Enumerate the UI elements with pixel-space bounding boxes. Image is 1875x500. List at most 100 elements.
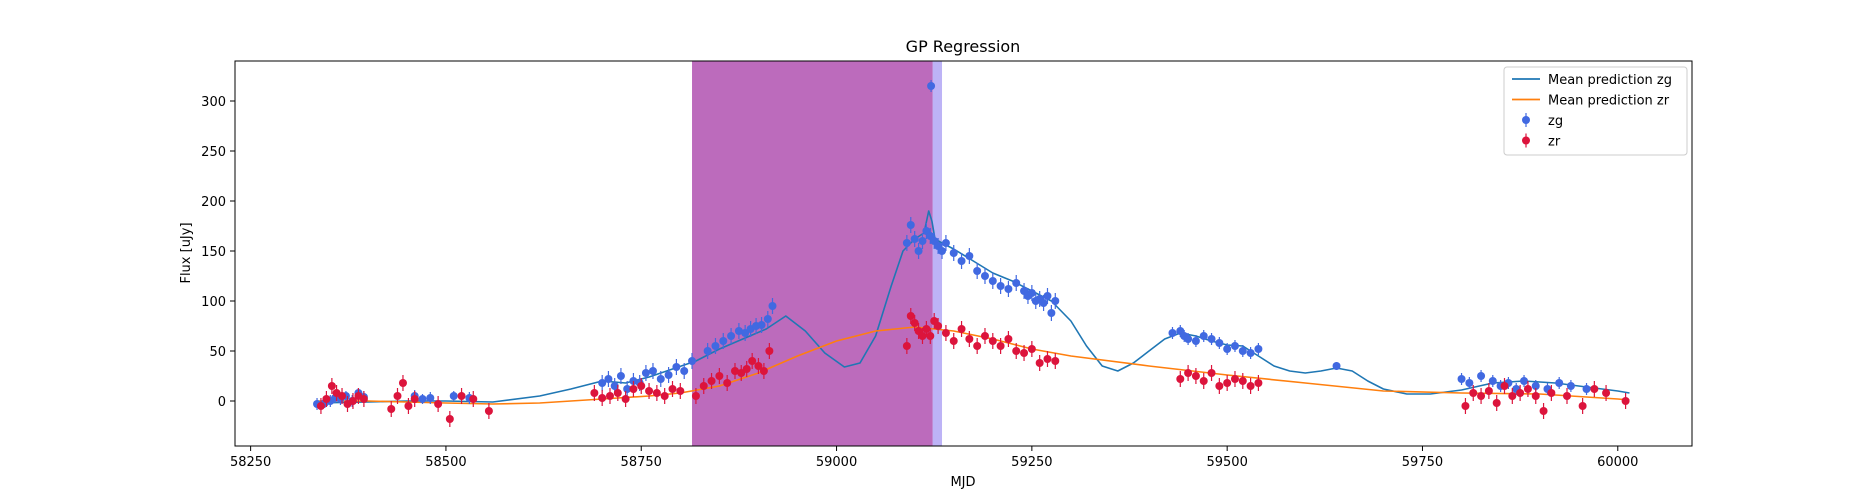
point-zr bbox=[1254, 375, 1263, 391]
marker-zg bbox=[768, 302, 777, 310]
marker-zg bbox=[1207, 335, 1216, 343]
marker-zg bbox=[902, 239, 911, 247]
point-zg bbox=[938, 243, 947, 259]
point-zr bbox=[941, 325, 950, 341]
point-zr bbox=[1602, 385, 1611, 401]
point-zr bbox=[691, 388, 700, 404]
marker-zg bbox=[1555, 379, 1564, 387]
point-zr bbox=[715, 368, 724, 384]
point-zg bbox=[648, 363, 657, 379]
point-zr bbox=[629, 381, 638, 397]
marker-zr bbox=[1051, 357, 1060, 365]
marker-zr bbox=[1191, 372, 1200, 380]
point-zg bbox=[906, 217, 915, 233]
marker-zg bbox=[741, 329, 750, 337]
point-zg bbox=[1051, 293, 1060, 309]
point-zg bbox=[980, 268, 989, 284]
marker-zr bbox=[434, 400, 443, 408]
point-zg bbox=[598, 375, 607, 391]
marker-zr bbox=[1238, 377, 1247, 385]
point-zr bbox=[1539, 403, 1548, 419]
marker-zr bbox=[348, 397, 357, 405]
point-zr bbox=[637, 378, 646, 394]
marker-zr bbox=[327, 382, 336, 390]
point-zr bbox=[434, 396, 443, 412]
point-zr bbox=[730, 363, 739, 379]
marker-zg bbox=[719, 337, 728, 345]
point-zr bbox=[484, 403, 493, 419]
point-zg bbox=[1199, 330, 1208, 342]
point-zg bbox=[1230, 340, 1239, 352]
marker-zr bbox=[660, 392, 669, 400]
point-zr bbox=[598, 390, 607, 406]
point-zg bbox=[988, 273, 997, 289]
marker-zg bbox=[906, 221, 915, 229]
marker-zg bbox=[664, 371, 673, 379]
point-zr bbox=[1051, 353, 1060, 369]
point-zr bbox=[723, 375, 732, 391]
marker-zr bbox=[973, 342, 982, 350]
point-zg bbox=[741, 325, 750, 341]
point-zg bbox=[996, 278, 1005, 294]
line-mean-prediction-zr bbox=[317, 326, 1630, 405]
marker-zr bbox=[765, 347, 774, 355]
point-zr bbox=[469, 391, 478, 407]
marker-zr bbox=[668, 385, 677, 393]
point-zr bbox=[996, 338, 1005, 354]
point-zg bbox=[941, 235, 950, 251]
marker-zr bbox=[1590, 385, 1599, 393]
point-zr bbox=[934, 318, 943, 334]
marker-zg bbox=[1246, 349, 1255, 357]
marker-zr bbox=[1469, 389, 1478, 397]
marker-zr bbox=[748, 357, 757, 365]
marker-zr bbox=[918, 332, 927, 340]
marker-zr bbox=[457, 392, 466, 400]
point-zr bbox=[1215, 378, 1224, 394]
point-zr bbox=[668, 381, 677, 397]
point-zg bbox=[1047, 305, 1056, 321]
point-zr bbox=[660, 388, 669, 404]
legend-label-mean-prediction-zg: Mean prediction zg bbox=[1548, 73, 1672, 88]
marker-zg bbox=[426, 394, 435, 402]
marker-zr bbox=[1012, 347, 1021, 355]
point-zr bbox=[973, 338, 982, 354]
marker-zg bbox=[1004, 285, 1013, 293]
legend-label-zg: zg bbox=[1548, 114, 1563, 129]
point-zg bbox=[727, 328, 736, 344]
marker-zr bbox=[1621, 397, 1630, 405]
marker-zr bbox=[1199, 377, 1208, 385]
point-zg bbox=[1457, 373, 1466, 385]
marker-zr bbox=[1477, 392, 1486, 400]
x-tick-label: 58500 bbox=[425, 455, 466, 470]
point-zr bbox=[1199, 373, 1208, 389]
marker-zr bbox=[1254, 379, 1263, 387]
marker-zr bbox=[996, 342, 1005, 350]
point-zr bbox=[1246, 378, 1255, 394]
point-zg bbox=[1039, 295, 1048, 311]
marker-zr bbox=[404, 402, 413, 410]
marker-zg bbox=[1332, 362, 1341, 370]
point-zr bbox=[922, 321, 931, 337]
marker-zr bbox=[1539, 407, 1548, 415]
marker-zr bbox=[652, 389, 661, 397]
point-zg bbox=[1012, 275, 1021, 291]
marker-zg bbox=[1168, 329, 1177, 337]
point-zr bbox=[338, 388, 347, 404]
marker-zg bbox=[927, 82, 936, 90]
point-zr bbox=[1621, 393, 1630, 409]
point-zr bbox=[1477, 388, 1486, 404]
marker-zr bbox=[1223, 379, 1232, 387]
point-zg bbox=[1238, 345, 1247, 357]
point-zr bbox=[387, 401, 396, 417]
marker-zg bbox=[648, 367, 657, 375]
marker-zr bbox=[1602, 389, 1611, 397]
point-zg bbox=[688, 353, 697, 369]
marker-zr bbox=[715, 372, 724, 380]
point-zg bbox=[1004, 281, 1013, 297]
y-tick-label: 50 bbox=[209, 345, 226, 360]
marker-zg bbox=[604, 375, 613, 383]
marker-zr bbox=[1035, 359, 1044, 367]
marker-zg bbox=[1238, 347, 1247, 355]
point-zr bbox=[1469, 385, 1478, 401]
point-zg bbox=[664, 367, 673, 383]
